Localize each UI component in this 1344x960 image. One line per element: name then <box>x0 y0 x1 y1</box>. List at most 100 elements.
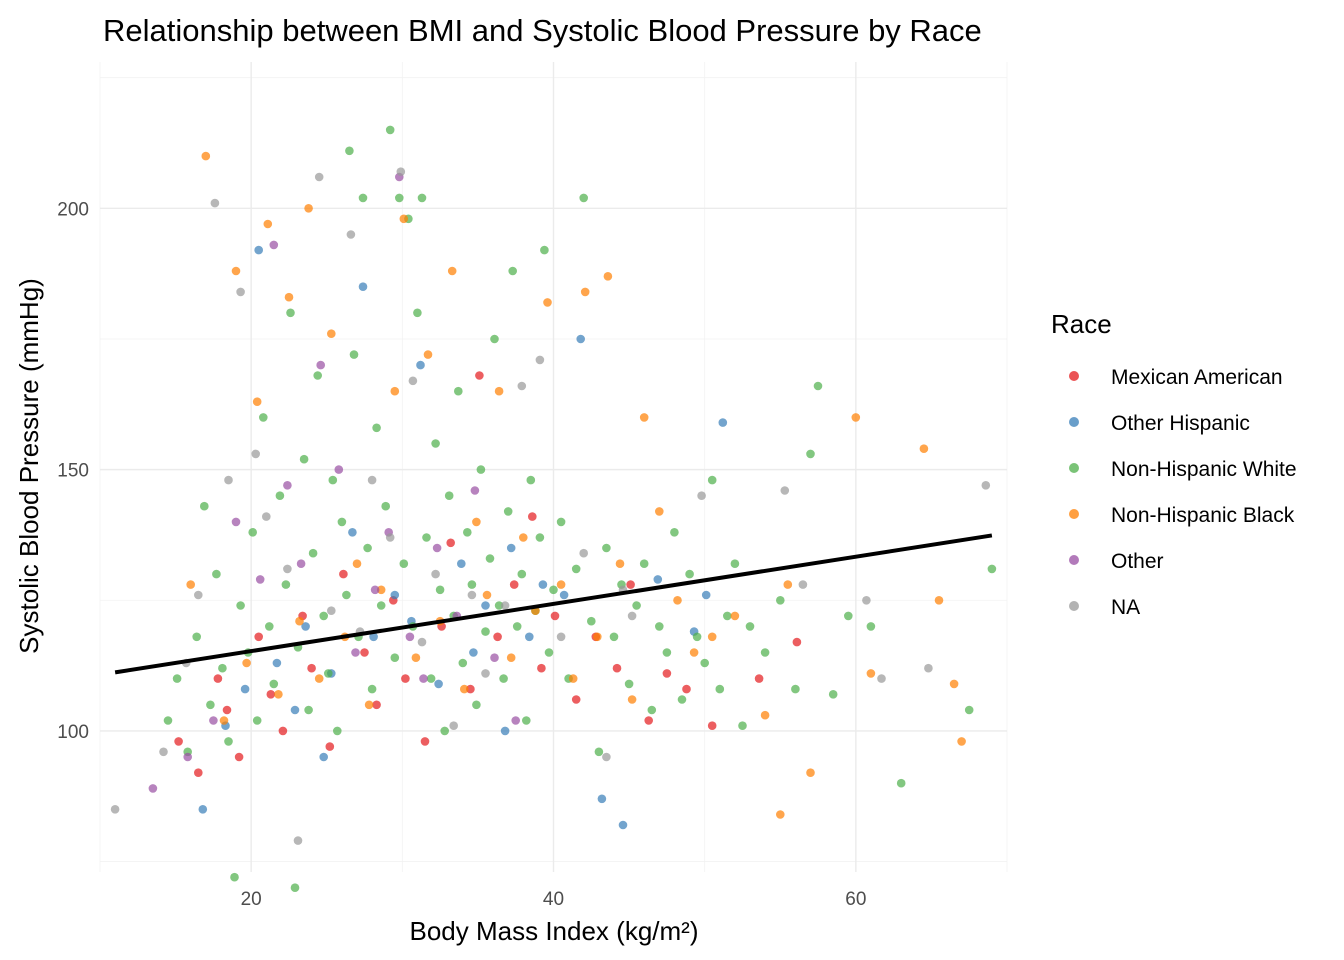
point-mexican-american <box>372 700 381 710</box>
point-na <box>262 512 271 521</box>
point-non-hispanic-black <box>263 219 273 229</box>
point-non-hispanic-black <box>957 737 966 746</box>
point-non-hispanic-black <box>639 413 649 422</box>
point-other-hispanic <box>597 794 607 804</box>
point-non-hispanic-white <box>281 580 291 589</box>
x-tick-label: 60 <box>845 889 866 910</box>
point-mexican-american <box>325 742 335 751</box>
point-mexican-american <box>278 726 288 736</box>
trend-line <box>114 533 993 675</box>
point-non-hispanic-black <box>201 151 211 161</box>
point-other-hispanic <box>369 632 378 642</box>
point-other <box>269 240 279 250</box>
point-non-hispanic-white <box>896 778 906 788</box>
point-non-hispanic-white <box>866 622 876 631</box>
point-non-hispanic-white <box>333 726 342 736</box>
point-na <box>981 481 991 490</box>
point-non-hispanic-white <box>230 872 239 882</box>
point-non-hispanic-black <box>543 298 552 307</box>
point-mexican-american <box>509 580 519 589</box>
point-non-hispanic-black <box>274 690 283 699</box>
point-mexican-american <box>446 538 456 548</box>
legend-label-other-hispanic: Other Hispanic <box>1111 412 1250 435</box>
point-non-hispanic-black <box>242 658 251 668</box>
point-non-hispanic-white <box>248 528 257 537</box>
legend-key-non-hispanic-white <box>1069 463 1079 473</box>
point-non-hispanic-black <box>423 350 433 359</box>
point-other <box>511 716 520 725</box>
point-non-hispanic-black <box>314 674 324 683</box>
point-na <box>314 172 324 182</box>
point-mexican-american <box>792 637 802 647</box>
point-non-hispanic-white <box>259 413 268 422</box>
point-non-hispanic-white <box>791 684 800 694</box>
point-na <box>224 475 233 485</box>
point-other-hispanic <box>559 590 569 600</box>
point-non-hispanic-white <box>556 517 566 527</box>
point-other <box>490 653 499 662</box>
point-non-hispanic-white <box>549 585 558 595</box>
legend-label-non-hispanic-black: Non-Hispanic Black <box>1111 504 1295 527</box>
point-non-hispanic-white <box>499 674 508 683</box>
point-non-hispanic-white <box>363 543 372 553</box>
point-na <box>408 376 418 386</box>
chart-title: Relationship between BMI and Systolic Bl… <box>103 13 982 48</box>
point-non-hispanic-white <box>286 308 295 318</box>
point-non-hispanic-black <box>186 580 195 589</box>
point-non-hispanic-black <box>506 653 516 662</box>
point-non-hispanic-white <box>594 747 604 757</box>
point-mexican-american <box>420 737 430 746</box>
point-non-hispanic-white <box>206 700 215 710</box>
point-non-hispanic-white <box>571 564 581 574</box>
point-non-hispanic-white <box>328 475 338 485</box>
point-other-hispanic <box>198 805 208 814</box>
point-other-hispanic <box>319 752 329 762</box>
point-non-hispanic-white <box>269 679 279 689</box>
point-non-hispanic-black <box>411 653 421 662</box>
point-mexican-american <box>254 632 263 642</box>
point-non-hispanic-white <box>426 674 436 683</box>
point-non-hispanic-white <box>670 528 679 537</box>
point-other-hispanic <box>718 418 728 427</box>
point-na <box>780 486 790 495</box>
point-other-hispanic <box>538 580 548 589</box>
point-na <box>431 569 440 579</box>
point-non-hispanic-white <box>540 245 549 255</box>
point-mexican-american <box>360 648 369 657</box>
point-non-hispanic-white <box>349 350 359 359</box>
point-mexican-american <box>493 632 502 642</box>
point-non-hispanic-white <box>218 663 227 673</box>
point-na <box>467 590 477 600</box>
point-mexican-american <box>682 684 691 694</box>
point-mexican-american <box>174 737 183 746</box>
point-non-hispanic-white <box>454 386 463 396</box>
point-non-hispanic-white <box>692 632 702 642</box>
point-non-hispanic-white <box>503 507 513 516</box>
x-axis-ticks: 20 40 60 <box>241 889 867 910</box>
point-non-hispanic-white <box>395 193 404 203</box>
point-non-hispanic-white <box>467 580 477 589</box>
point-non-hispanic-white <box>715 684 725 694</box>
point-non-hispanic-white <box>308 548 318 558</box>
point-non-hispanic-black <box>447 266 457 276</box>
point-non-hispanic-white <box>587 616 596 626</box>
point-na <box>251 449 260 459</box>
point-non-hispanic-black <box>472 517 481 527</box>
point-na <box>210 198 220 208</box>
point-non-hispanic-black <box>364 700 374 710</box>
point-non-hispanic-white <box>760 648 770 657</box>
point-non-hispanic-black <box>783 580 793 589</box>
point-non-hispanic-black <box>284 292 294 302</box>
point-other-hispanic <box>576 334 585 344</box>
data-points <box>110 125 997 892</box>
point-non-hispanic-white <box>723 611 732 621</box>
point-mexican-american <box>644 716 653 725</box>
point-mexican-american <box>612 663 622 673</box>
point-non-hispanic-white <box>776 596 785 605</box>
point-other-hispanic <box>254 245 263 255</box>
point-other <box>470 486 480 495</box>
point-non-hispanic-white <box>444 491 454 501</box>
point-non-hispanic-black <box>673 596 682 605</box>
y-axis-ticks: 100 150 200 <box>57 199 89 743</box>
point-na <box>346 230 356 239</box>
